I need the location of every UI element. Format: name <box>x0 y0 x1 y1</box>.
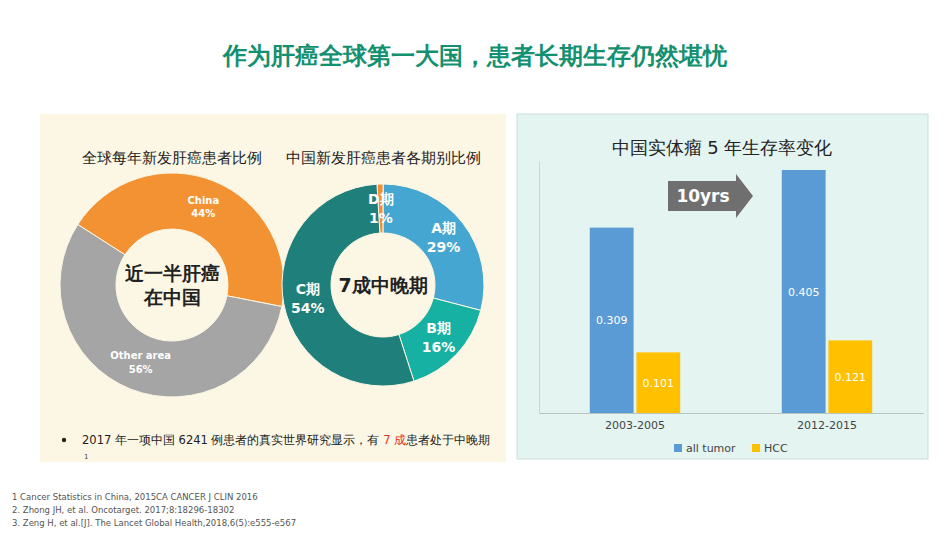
bar <box>782 170 826 413</box>
y-axis <box>539 162 540 414</box>
bullet-text: 2017 年一项中国 6241 例患者的真实世界研究显示，有 7 成患者处于中晚… <box>82 433 490 447</box>
pie-title: 全球每年新发肝癌患者比例 <box>82 149 262 167</box>
slice-name: A期 <box>431 220 456 236</box>
legend-label: HCC <box>764 442 788 455</box>
x-tick-label: 2003-2005 <box>605 419 665 432</box>
data-label: 0.309 <box>596 314 628 327</box>
data-labels: 0.309 0.405 0.101 0.121 <box>596 286 866 390</box>
x-tick: 2012-2015 <box>797 413 857 432</box>
data-label: 0.121 <box>835 371 867 384</box>
legend: all tumor HCC <box>674 442 788 455</box>
legend-swatch <box>674 444 682 452</box>
data-label: 16% <box>422 339 456 355</box>
data-label: 0.101 <box>643 377 675 390</box>
slide-title: 作为肝癌全球第一大国，患者长期生存仍然堪忧 <box>222 42 728 70</box>
slice-name: C期 <box>296 281 320 297</box>
center-text: 近一半肝癌 <box>124 262 220 284</box>
x-axis-line <box>540 413 924 414</box>
slice-name: B期 <box>426 320 451 336</box>
legend-item: HCC <box>752 442 788 455</box>
bar <box>828 340 872 413</box>
arrow <box>668 174 753 218</box>
x-tick-label: 2012-2015 <box>797 419 857 432</box>
data-label: 29% <box>427 239 461 255</box>
left-panel <box>40 114 506 462</box>
pie: D期 1% A期 29% B期 16% C期 54% 7成中晚期 <box>282 184 484 386</box>
slice-name: China <box>187 195 219 206</box>
footnote: 3. Zeng H, et al.[J]. The Lancet Global … <box>12 518 296 528</box>
right-panel <box>517 114 928 459</box>
bullet-dot <box>62 438 66 442</box>
chart-title: 中国实体瘤 5 年生存率变化 <box>612 137 833 158</box>
bars <box>590 170 872 413</box>
data-label: 56% <box>129 364 153 375</box>
footnote-ref: 1 <box>84 453 88 461</box>
bar <box>636 352 680 413</box>
bullet-part: 7 成 <box>383 433 406 447</box>
slice-name: D期 <box>368 191 394 207</box>
slice-name: Other area <box>110 350 171 361</box>
pie: China 44% Other area 56% 近一半肝癌在中国 <box>60 173 284 397</box>
legend-label: all tumor <box>686 442 736 455</box>
x-tick: 2003-2005 <box>605 413 665 432</box>
center-text: 在中国 <box>143 286 201 308</box>
data-label: 44% <box>191 208 215 219</box>
legend-item: all tumor <box>674 442 736 455</box>
pie-slice <box>399 298 481 381</box>
slide: 作为肝癌全球第一大国，患者长期生存仍然堪忧全球每年新发肝癌患者比例 China 44… <box>0 0 950 535</box>
bullet-part: 2017 年一项中国 6241 例患者的真实世界研究显示，有 <box>82 433 383 447</box>
bar <box>590 228 634 413</box>
data-label: 54% <box>291 300 325 316</box>
data-label: 0.405 <box>788 286 820 299</box>
arrow-label: 10yrs <box>676 186 729 206</box>
center-text: 7成中晚期 <box>338 274 427 296</box>
footnote: 1 Cancer Statistics in China, 2015CA CAN… <box>12 492 258 502</box>
y-axis-line <box>539 162 540 414</box>
footnote: 2. Zhong JH, et al. Oncotarget. 2017;8:1… <box>12 505 234 515</box>
x-axis: 2003-2005 2012-2015 <box>540 413 924 432</box>
bullet-part: 患者处于中晚期 <box>405 433 490 447</box>
pie-title: 中国新发肝癌患者各期别比例 <box>286 149 481 167</box>
pie-slice <box>60 224 282 397</box>
legend-swatch <box>752 444 760 452</box>
data-label: 1% <box>369 210 393 226</box>
